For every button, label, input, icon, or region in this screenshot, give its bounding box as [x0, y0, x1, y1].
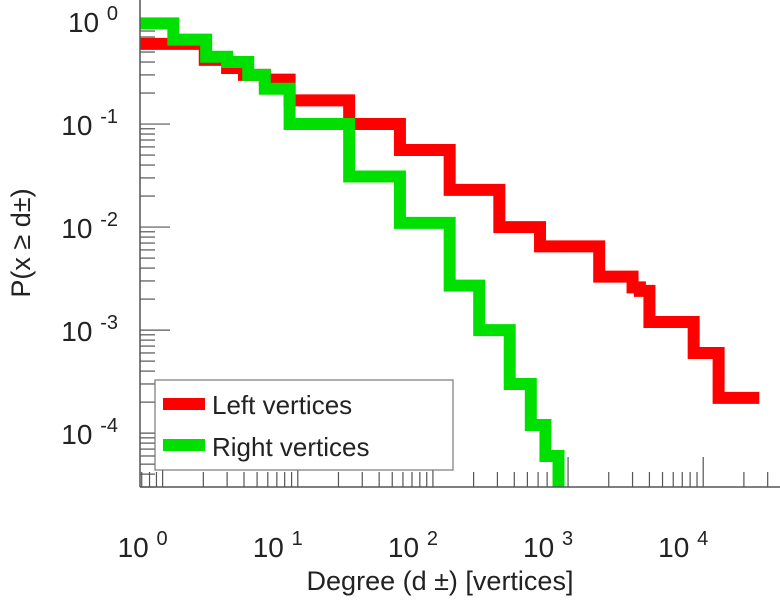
legend: Left vertices Right vertices [154, 379, 454, 471]
x-tick-label: 10 2 [388, 528, 438, 563]
axis-ticks [140, 20, 769, 488]
legend-box [154, 379, 454, 471]
legend-label-left: Left vertices [212, 390, 352, 420]
series-line-right-vertices [140, 17, 565, 487]
y-tick-label: 10 -1 [61, 106, 118, 141]
y-tick-label: 10 -4 [61, 415, 118, 450]
x-axis-label: Degree (d ±) [vertices] [307, 566, 574, 596]
y-tick-label: 10 -2 [61, 209, 118, 244]
x-tick-label: 10 0 [118, 528, 168, 563]
legend-label-right: Right vertices [212, 432, 370, 462]
x-tick-label: 10 4 [658, 528, 708, 563]
x-tick-label: 10 3 [523, 528, 573, 563]
y-tick-label: 10 -3 [61, 312, 118, 347]
x-tick-label: 10 1 [253, 528, 303, 563]
tick-labels: 10 0 10 -1 10 -2 10 -3 10 -4 10 0 10 1 10 2 10 3… [61, 3, 708, 563]
series-group [140, 17, 760, 487]
y-tick-label: 10 0 [68, 3, 118, 38]
y-axis-label: P(x ≥ d±) [6, 188, 36, 297]
